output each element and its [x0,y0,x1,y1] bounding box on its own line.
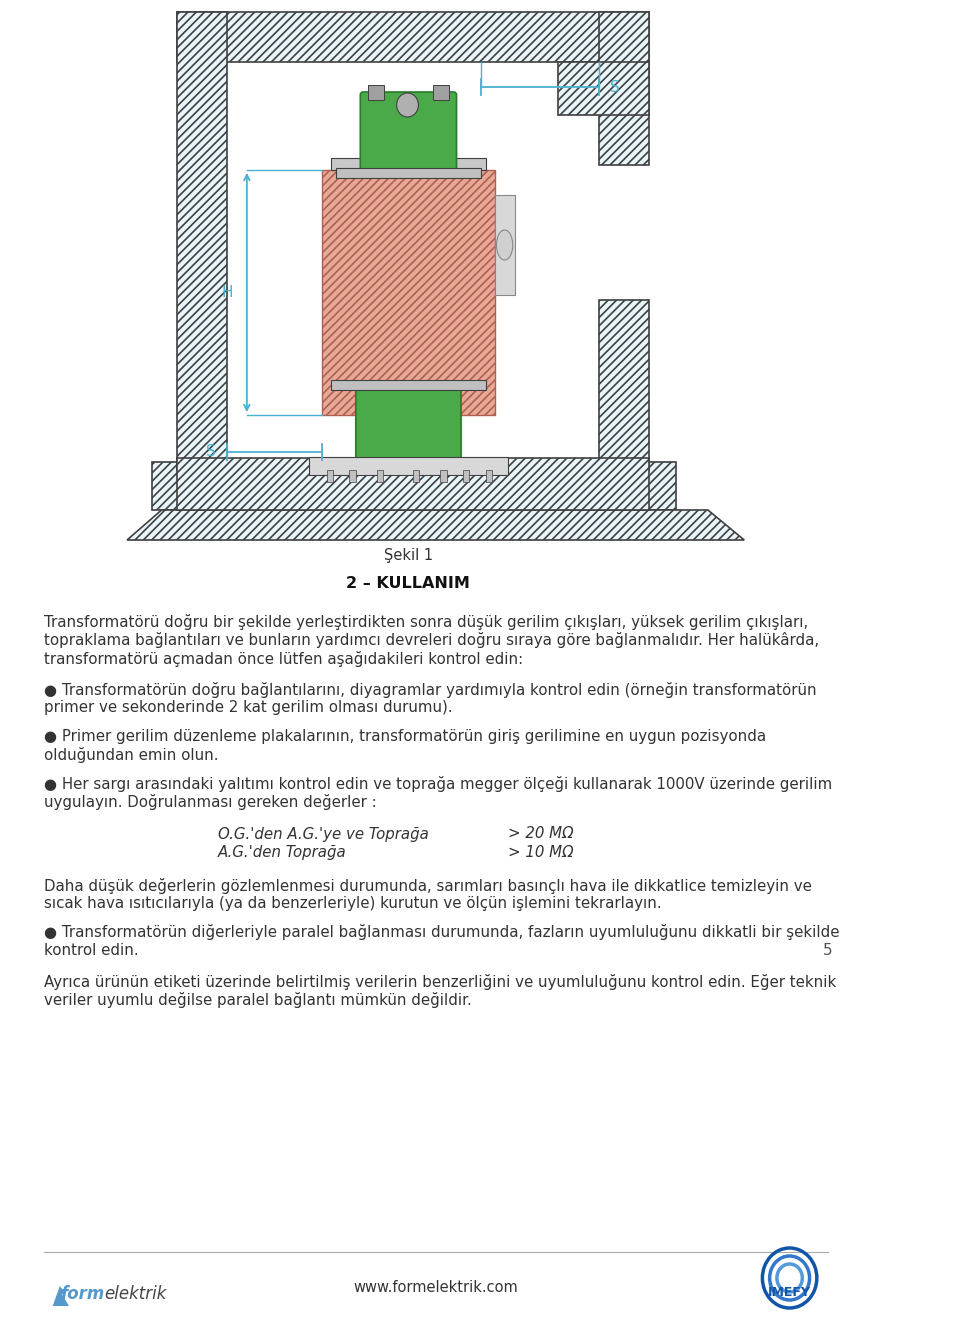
Text: olduğundan emin olun.: olduğundan emin olun. [43,746,218,764]
Text: O.G.'den A.G.'ye ve Toprağa: O.G.'den A.G.'ye ve Toprağa [218,827,429,841]
Bar [308,457,508,476]
Polygon shape [644,462,676,510]
Bar [323,170,494,415]
Text: ● Transformatörün doğru bağlantılarını, diyagramlar yardımıyla kontrol edin (örn: ● Transformatörün doğru bağlantılarını, … [43,682,816,697]
Ellipse shape [496,230,513,260]
Text: IMEFY: IMEFY [768,1287,811,1299]
Bar [441,470,446,482]
Bar [599,12,649,165]
Text: S: S [610,79,619,95]
Bar [331,380,486,390]
Text: ● Her sargı arasındaki yalıtımı kontrol edin ve toprağa megger ölçeği kullanarak: ● Her sargı arasındaki yalıtımı kontrol … [43,775,831,791]
Bar [376,470,383,482]
Text: elektrik: elektrik [105,1285,167,1303]
Text: sıcak hava ısıtıcılarıyla (ya da benzerleriyle) kurutun ve ölçün işlemini tekrar: sıcak hava ısıtıcılarıyla (ya da benzerl… [43,896,661,911]
Text: 2 – KULLANIM: 2 – KULLANIM [347,576,470,590]
FancyBboxPatch shape [360,92,457,176]
Polygon shape [127,510,744,540]
Text: kontrol edin.: kontrol edin. [43,943,138,958]
Bar [558,62,649,115]
Text: Daha düşük değerlerin gözlemlenmesi durumunda, sarımları basınçlı hava ile dikka: Daha düşük değerlerin gözlemlenmesi duru… [43,877,811,893]
Bar [413,470,420,482]
Bar [331,159,486,170]
Text: H: H [222,285,233,300]
Text: Şekil 1: Şekil 1 [384,548,433,563]
FancyBboxPatch shape [356,387,461,465]
Polygon shape [53,1287,69,1306]
Text: primer ve sekonderinde 2 kat gerilim olması durumu).: primer ve sekonderinde 2 kat gerilim olm… [43,700,452,715]
Text: www.formelektrik.com: www.formelektrik.com [353,1280,518,1295]
Bar [599,300,649,470]
Text: ● Transformatörün diğerleriyle paralel bağlanması durumunda, fazların uyumluluğu: ● Transformatörün diğerleriyle paralel b… [43,925,839,941]
Bar [177,12,649,62]
Text: veriler uyumlu değilse paralel bağlantı mümkün değildir.: veriler uyumlu değilse paralel bağlantı … [43,992,471,1008]
Text: form: form [60,1285,105,1303]
Text: transformatörü açmadan önce lütfen aşağıdakileri kontrol edin:: transformatörü açmadan önce lütfen aşağı… [43,651,522,667]
Bar [326,470,333,482]
Circle shape [396,92,419,118]
Text: Transformatörü doğru bir şekilde yerleştirdikten sonra düşük gerilim çıkışları, : Transformatörü doğru bir şekilde yerleşt… [43,614,807,630]
Bar [486,470,492,482]
Text: topraklama bağlantıları ve bunların yardımcı devreleri doğru sıraya göre bağlanm: topraklama bağlantıları ve bunların yard… [43,633,819,649]
Text: > 20 MΩ: > 20 MΩ [508,827,574,841]
Text: uygulayın. Doğrulanması gereken değerler :: uygulayın. Doğrulanması gereken değerler… [43,794,376,810]
Text: S: S [206,444,216,460]
Bar [349,470,356,482]
Text: 5: 5 [823,943,832,958]
Text: ● Primer gerilim düzenleme plakalarının, transformatörün giriş gerilimine en uyg: ● Primer gerilim düzenleme plakalarının,… [43,728,766,744]
Bar [177,12,227,470]
Bar [368,85,384,100]
Text: Ayrıca ürünün etiketi üzerinde belirtilmiş verilerin benzerliğini ve uyumluluğun: Ayrıca ürünün etiketi üzerinde belirtilm… [43,974,836,989]
Bar [227,62,599,458]
Bar [494,196,515,295]
Bar [463,470,469,482]
Polygon shape [153,462,186,510]
Text: > 10 MΩ: > 10 MΩ [508,845,574,860]
Bar [177,458,649,510]
Bar [336,168,481,178]
Text: A.G.'den Toprağa: A.G.'den Toprağa [218,845,347,860]
Bar [433,85,449,100]
